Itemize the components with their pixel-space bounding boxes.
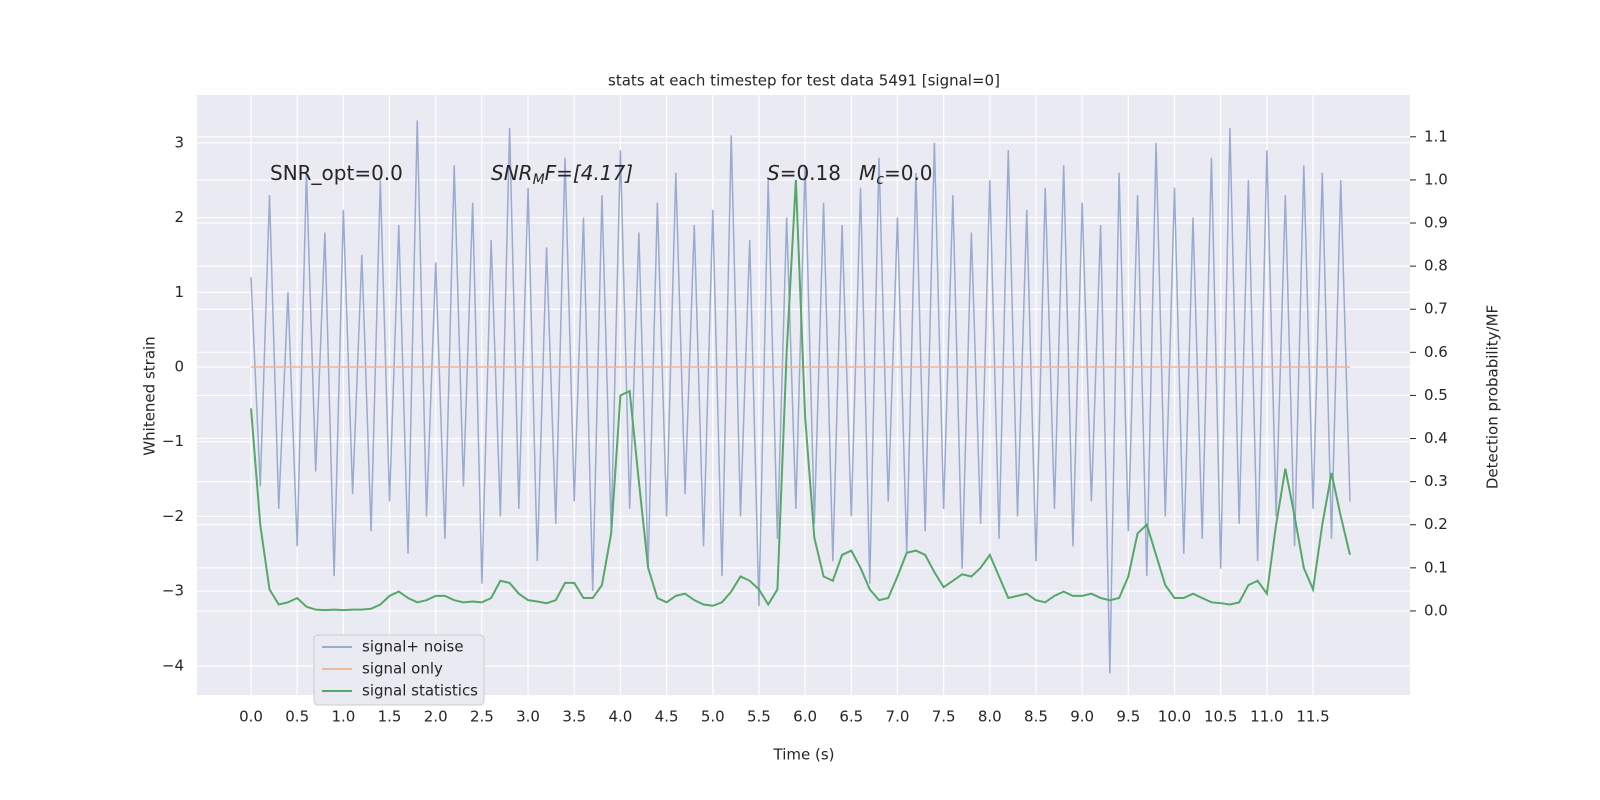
x-tick-label: 3.5 [562,708,586,726]
y2-tick-label: 1.1 [1424,127,1448,145]
x-tick-label: 6.5 [839,708,863,726]
x-tick-label: 2.0 [424,708,448,726]
y2-tick-label: 0.8 [1424,257,1448,275]
y2-tick-label: 0.0 [1424,601,1448,619]
legend-label: signal+ noise [362,638,464,656]
x-tick-label: 9.5 [1116,708,1140,726]
annotation: S=0.18 Mc=0.0 [767,161,933,189]
annotation-text: =0.0 [884,161,933,185]
annotation-text: SNR_opt=0.0 [270,161,403,185]
y2-tick-label: 0.4 [1424,429,1448,447]
x-tick-label: 0.5 [285,708,309,726]
x-tick-label: 10.5 [1204,708,1237,726]
x-tick-label: 9.0 [1070,708,1094,726]
x-tick-label: 7.5 [932,708,956,726]
y-tick-label: 3 [174,133,184,151]
x-tick-label: 5.5 [747,708,771,726]
x-tick-label: 11.0 [1250,708,1283,726]
x-tick-label: 8.0 [978,708,1002,726]
legend-label: signal statistics [362,682,478,700]
annotation-text: M [533,172,545,188]
y2-tick-label: 0.2 [1424,515,1448,533]
x-tick-label: 1.5 [378,708,402,726]
x-tick-label: 10.0 [1158,708,1191,726]
series-line [250,120,1351,674]
y-axis-label: Whitened strain [141,336,159,455]
y-tick-label: −3 [162,582,184,600]
annotation-text: SNR [491,161,533,185]
annotation: SNRMF=[4.17] [491,161,633,189]
y-tick-label: −4 [162,656,184,674]
chart-title: stats at each timestep for test data 549… [608,72,1000,90]
x-tick-label: 7.0 [886,708,910,726]
y2-tick-label: 0.3 [1424,472,1448,490]
annotation-text: =0.18 [780,161,841,185]
y2-tick-label: 0.7 [1424,300,1448,318]
y2-tick-label: 0.6 [1424,343,1448,361]
x-tick-label: 6.0 [793,708,817,726]
y-tick-label: −1 [162,432,184,450]
annotation-text: F=[4.17] [545,161,633,185]
annotation-text: M [859,161,876,185]
y2-tick-label: 0.5 [1424,386,1448,404]
annotation-text: S [767,161,780,185]
x-tick-label: 5.0 [701,708,725,726]
x-tick-label: 1.0 [331,708,355,726]
x-tick-label: 0.0 [239,708,263,726]
y2-axis-label: Detection probability/MF [1484,305,1502,489]
annotation: SNR_opt=0.0 [270,161,403,185]
x-tick-label: 11.5 [1296,708,1329,726]
legend-label: signal only [362,660,443,678]
y2-tick-label: 0.9 [1424,214,1448,232]
y-tick-label: 1 [174,283,184,301]
y-tick-label: −2 [162,507,184,525]
series-line [250,179,1351,612]
x-tick-label: 4.5 [655,708,679,726]
annotation-text: c [876,172,884,188]
y2-tick-label: 1.0 [1424,170,1448,188]
x-axis-label: Time (s) [773,746,835,764]
x-tick-label: 4.0 [608,708,632,726]
y-tick-label: 2 [174,208,184,226]
legend [313,634,485,706]
x-tick-label: 2.5 [470,708,494,726]
x-tick-label: 3.0 [516,708,540,726]
x-tick-label: 8.5 [1024,708,1048,726]
y2-tick-label: 0.1 [1424,558,1448,576]
y-tick-label: 0 [174,357,184,375]
